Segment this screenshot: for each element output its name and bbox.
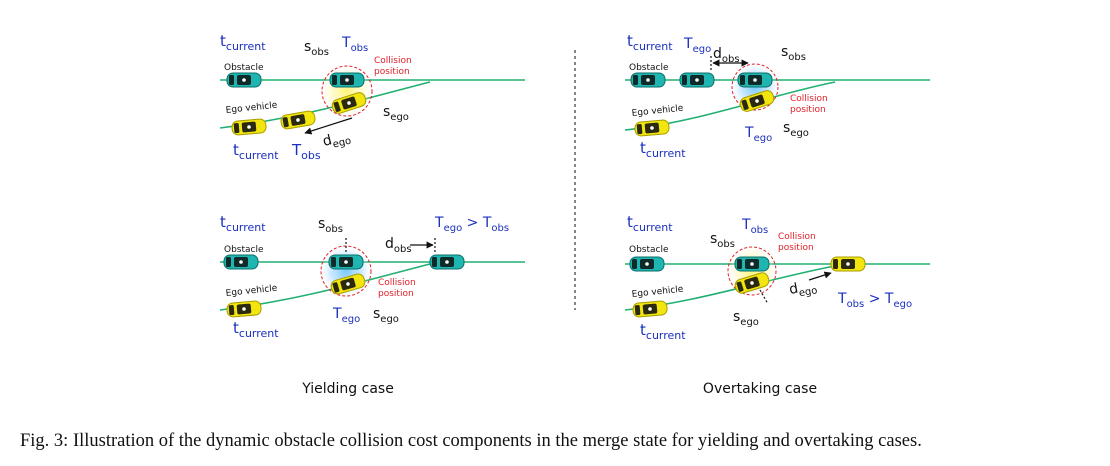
t-current-ego-label: tcurrent	[640, 139, 686, 160]
t-current-obs-label: tcurrent	[220, 32, 266, 53]
d-ego-label: dego	[788, 277, 818, 300]
yielding-case-label: Yielding case	[301, 381, 394, 397]
ego-car-current	[631, 300, 669, 318]
d-obs-label: dobs	[385, 236, 412, 255]
t-current-obs-label: tcurrent	[627, 213, 673, 234]
t-current-ego-label: tcurrent	[233, 319, 279, 340]
s-obs-label: sobs	[304, 39, 329, 58]
s-ego-label: sego	[373, 306, 399, 325]
collision-label-2: position	[790, 105, 826, 115]
obstacle-car-collision	[329, 72, 365, 88]
T-obs-gt-T-ego-label: Tobs > Tego	[837, 291, 912, 310]
s-obs-label: sobs	[781, 44, 806, 63]
obstacle-car-current	[629, 256, 665, 272]
obstacle-car-collision	[737, 72, 773, 88]
collision-label-2: position	[378, 289, 414, 299]
d-ego-label: dego	[321, 128, 352, 153]
t-current-obs-label: tcurrent	[220, 213, 266, 234]
obstacle-car-ahead	[429, 254, 465, 270]
t-current-ego-label: tcurrent	[233, 141, 279, 162]
T-ego-gt-T-obs-label: Tego > Tobs	[434, 215, 509, 234]
ego-car-current	[633, 119, 671, 137]
T-obs-label: Tobs	[741, 217, 768, 236]
ego-vehicle-label: Ego vehicle	[225, 101, 278, 116]
overtaking-top-panel: tcurrent Tego dobs sobs Obstacle Collisi…	[624, 32, 930, 160]
T-obs-ego-label: Tobs	[291, 141, 321, 162]
collision-label-2: position	[778, 243, 814, 253]
figure-caption: Fig. 3: Illustration of the dynamic obst…	[20, 431, 922, 451]
d-obs-label: dobs	[713, 46, 740, 65]
T-ego-label: Tego	[332, 306, 360, 325]
collision-label-1: Collision	[378, 278, 416, 288]
T-ego-label: Tego	[683, 36, 711, 55]
obstacle-car-current	[223, 254, 259, 270]
obstacle-label: Obstacle	[224, 63, 264, 73]
d-ego-arrow	[808, 271, 832, 281]
ego-vehicle-label: Ego vehicle	[225, 284, 278, 299]
obstacle-car-current	[630, 72, 666, 88]
obstacle-label: Obstacle	[629, 245, 669, 255]
s-ego-label: sego	[383, 104, 409, 123]
obstacle-label: Obstacle	[629, 63, 669, 73]
ego-car-current	[230, 118, 268, 136]
t-current-obs-label: tcurrent	[627, 32, 673, 53]
s-obs-label: sobs	[318, 216, 343, 235]
obstacle-car-collision	[328, 254, 364, 270]
overtaking-case-label: Overtaking case	[703, 381, 817, 397]
collision-label-2: position	[374, 67, 410, 77]
s-ego-label: sego	[783, 120, 809, 139]
yield-top-panel: tcurrent Obstacle sobs Tobs Collision po…	[219, 32, 525, 162]
s-ego-label: sego	[733, 309, 759, 328]
obstacle-car-current	[226, 72, 262, 88]
ego-vehicle-label: Ego vehicle	[631, 285, 684, 300]
obstacle-car-mid	[679, 72, 715, 88]
d-ego-arrow	[304, 117, 353, 135]
obstacle-car-collision	[734, 256, 770, 272]
ego-vehicle-label: Ego vehicle	[631, 104, 684, 119]
ego-car-current	[225, 300, 263, 318]
T-ego-collision-label: Tego	[744, 125, 772, 144]
s-obs-label: sobs	[710, 231, 735, 250]
collision-label-1: Collision	[790, 94, 828, 104]
t-current-ego-label: tcurrent	[640, 321, 686, 342]
ego-car-mid	[279, 109, 317, 131]
T-obs-label: Tobs	[341, 35, 368, 54]
obstacle-label: Obstacle	[224, 245, 264, 255]
d-ego-tick	[759, 289, 769, 305]
ego-car-ahead	[830, 256, 866, 272]
collision-label-1: Collision	[778, 232, 816, 242]
collision-label-1: Collision	[374, 56, 412, 66]
overtaking-bottom-panel: tcurrent Tobs sobs Collision position Ob…	[624, 213, 930, 342]
yield-bottom-panel: tcurrent Obstacle sobs dobs Tego > Tobs …	[219, 213, 525, 340]
